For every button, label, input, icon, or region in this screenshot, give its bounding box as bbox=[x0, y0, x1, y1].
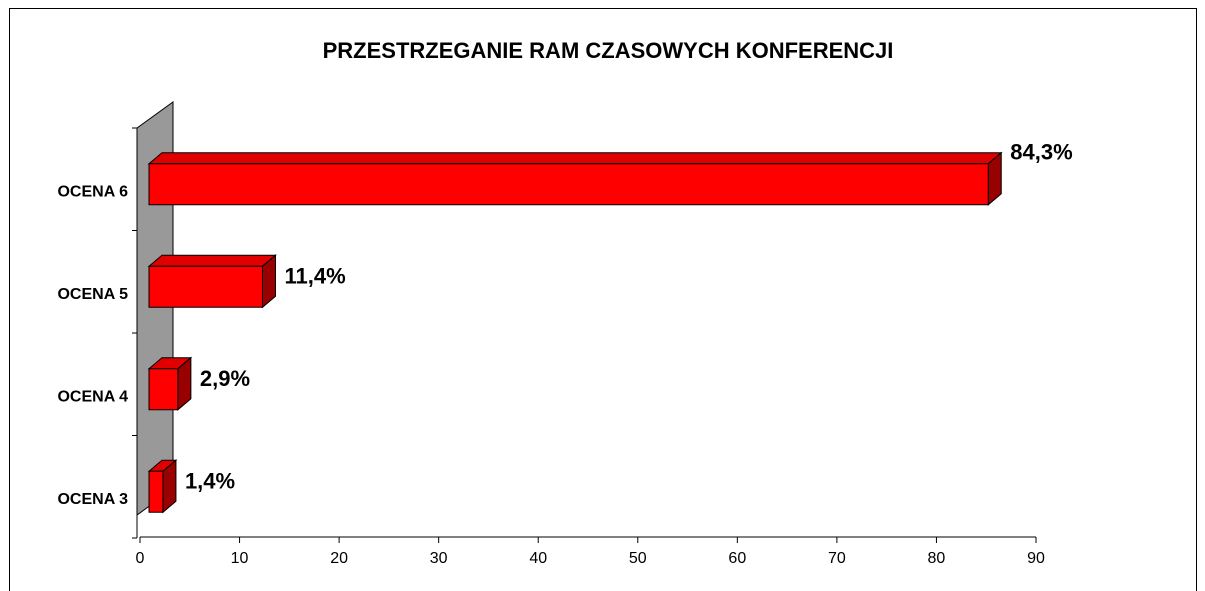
x-tick-label: 10 bbox=[231, 550, 249, 567]
x-tick-label: 40 bbox=[529, 550, 547, 567]
bar bbox=[148, 265, 263, 308]
value-label: 11,4% bbox=[284, 264, 345, 289]
value-label: 84,3% bbox=[1010, 140, 1072, 165]
y-tick-label: OCENA 5 bbox=[57, 286, 128, 303]
bar-top bbox=[147, 254, 277, 267]
x-tick-label: 60 bbox=[728, 550, 746, 567]
x-tick-label: 80 bbox=[928, 550, 946, 567]
y-tick-label: OCENA 4 bbox=[57, 388, 128, 405]
bar bbox=[148, 163, 989, 206]
x-tick-label: 70 bbox=[828, 550, 846, 567]
chart-title: PRZESTRZEGANIE RAM CZASOWYCH KONFERENCJI bbox=[323, 38, 894, 63]
x-tick-label: 50 bbox=[629, 550, 647, 567]
value-label: 1,4% bbox=[185, 469, 235, 494]
x-tick-label: 20 bbox=[330, 550, 348, 567]
value-label: 2,9% bbox=[200, 366, 250, 391]
x-tick-label: 90 bbox=[1027, 550, 1045, 567]
x-tick-label: 30 bbox=[430, 550, 448, 567]
y-tick-label: OCENA 3 bbox=[57, 491, 128, 508]
y-tick-label: OCENA 6 bbox=[57, 183, 128, 200]
x-tick-label: 0 bbox=[136, 550, 145, 567]
bar bbox=[148, 368, 179, 411]
bar-top bbox=[147, 152, 1003, 165]
bar bbox=[148, 470, 164, 513]
